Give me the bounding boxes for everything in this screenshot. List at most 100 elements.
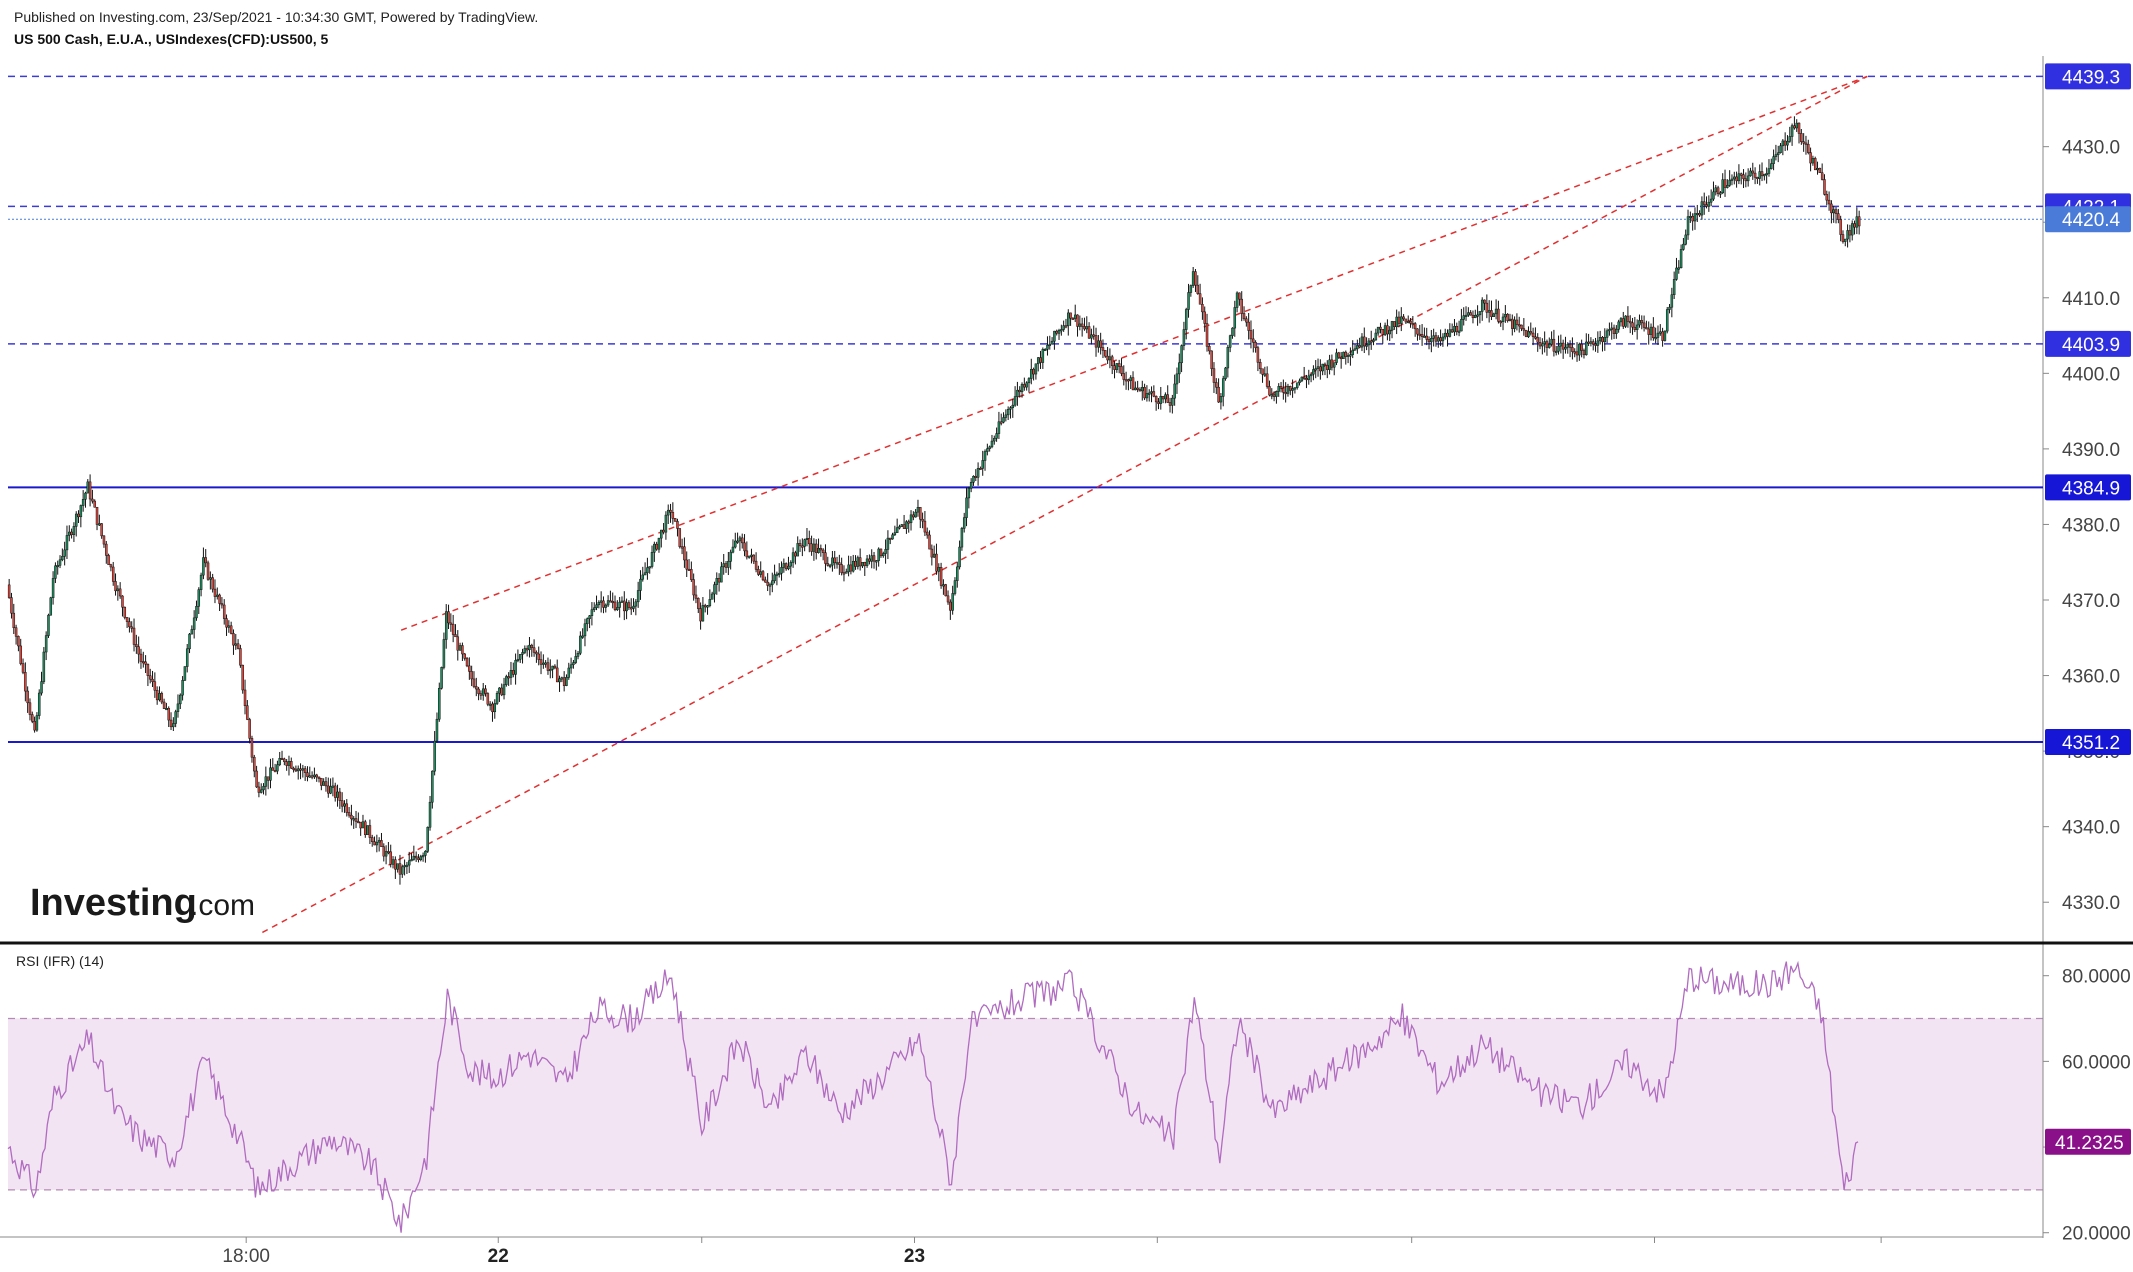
candle[interactable] [1693, 207, 1697, 230]
candle[interactable] [1108, 348, 1112, 369]
candle[interactable] [169, 712, 173, 731]
candle[interactable] [1323, 362, 1327, 376]
candle[interactable] [1159, 386, 1163, 410]
candle[interactable] [197, 587, 201, 615]
candle[interactable] [1413, 322, 1417, 337]
candle[interactable] [1430, 329, 1433, 353]
candle[interactable] [1120, 358, 1123, 377]
candle[interactable] [1268, 380, 1271, 397]
candle[interactable] [1184, 307, 1188, 340]
candle[interactable] [1601, 336, 1604, 352]
candle[interactable] [1164, 392, 1167, 404]
candle[interactable] [47, 613, 50, 638]
candle[interactable] [1497, 300, 1500, 324]
candle[interactable] [1545, 339, 1549, 356]
candle[interactable] [1638, 314, 1641, 328]
candle[interactable] [1360, 333, 1364, 352]
candle[interactable] [1802, 133, 1805, 152]
candle[interactable] [1832, 205, 1835, 223]
candle[interactable] [1649, 323, 1653, 341]
candle[interactable] [1464, 306, 1468, 321]
candle[interactable] [1585, 333, 1588, 356]
candle[interactable] [935, 543, 938, 575]
candle[interactable] [1215, 378, 1218, 395]
candle[interactable] [884, 539, 887, 564]
candle[interactable] [819, 544, 823, 557]
candle[interactable] [40, 671, 43, 696]
candle[interactable] [597, 600, 601, 609]
candle[interactable] [1515, 313, 1519, 331]
candle[interactable] [1689, 211, 1692, 223]
candle[interactable] [1726, 179, 1729, 189]
candle[interactable] [1749, 167, 1752, 177]
candle[interactable] [1490, 300, 1493, 321]
candle[interactable] [997, 411, 1001, 439]
candle[interactable] [942, 579, 945, 595]
candle[interactable] [912, 511, 915, 521]
candle[interactable] [845, 568, 848, 574]
candle[interactable] [1827, 191, 1831, 211]
candle[interactable] [849, 556, 853, 575]
candle[interactable] [727, 552, 730, 576]
candle[interactable] [1235, 291, 1239, 313]
candle[interactable] [965, 487, 968, 527]
candle[interactable] [373, 836, 376, 846]
candle[interactable] [290, 757, 293, 770]
candle[interactable] [1411, 316, 1415, 329]
candle[interactable] [995, 427, 998, 442]
candle[interactable] [1078, 315, 1082, 331]
candle[interactable] [1034, 363, 1038, 380]
candle[interactable] [546, 657, 550, 675]
candle[interactable] [128, 617, 131, 633]
candle[interactable] [648, 566, 651, 574]
candle[interactable] [1504, 305, 1507, 323]
candle[interactable] [1853, 220, 1856, 235]
candle[interactable] [535, 650, 538, 663]
candle[interactable] [1566, 342, 1570, 354]
candle[interactable] [650, 545, 654, 569]
rsi-series-line[interactable] [7, 960, 1859, 1233]
candle[interactable] [1256, 345, 1260, 372]
candle[interactable] [1365, 337, 1368, 351]
candle[interactable] [1129, 375, 1132, 390]
candle[interactable] [729, 549, 732, 570]
candle[interactable] [444, 604, 448, 649]
candle[interactable] [780, 561, 783, 581]
candle[interactable] [1046, 336, 1049, 356]
candle[interactable] [345, 799, 349, 817]
candle[interactable] [1182, 321, 1186, 351]
candle[interactable] [1057, 328, 1061, 340]
candle[interactable] [1205, 313, 1209, 352]
candle[interactable] [12, 603, 16, 634]
candle[interactable] [477, 686, 480, 701]
candle[interactable] [313, 767, 316, 779]
candle[interactable] [1554, 345, 1558, 356]
candle[interactable] [495, 690, 499, 706]
candle[interactable] [135, 634, 138, 654]
candle[interactable] [1571, 337, 1574, 360]
candle[interactable] [1645, 320, 1648, 330]
candle[interactable] [634, 599, 638, 616]
candle[interactable] [1073, 304, 1077, 323]
candle[interactable] [1071, 317, 1075, 320]
candle[interactable] [1277, 383, 1280, 397]
candle[interactable] [1279, 381, 1283, 393]
candle[interactable] [505, 674, 508, 687]
candle[interactable] [320, 777, 323, 791]
candle[interactable] [1016, 381, 1019, 406]
candle[interactable] [713, 581, 716, 603]
candle[interactable] [835, 556, 839, 569]
candle[interactable] [500, 683, 503, 697]
candle[interactable] [1027, 377, 1031, 393]
candle[interactable] [384, 845, 388, 865]
candle[interactable] [879, 548, 883, 558]
candle[interactable] [701, 597, 705, 622]
candle[interactable] [137, 636, 140, 664]
candle[interactable] [153, 672, 157, 698]
candle[interactable] [1582, 348, 1586, 359]
candle[interactable] [17, 635, 20, 652]
candle[interactable] [842, 565, 846, 582]
candle[interactable] [1696, 204, 1699, 222]
candle[interactable] [1083, 317, 1086, 331]
candle[interactable] [1719, 190, 1722, 198]
